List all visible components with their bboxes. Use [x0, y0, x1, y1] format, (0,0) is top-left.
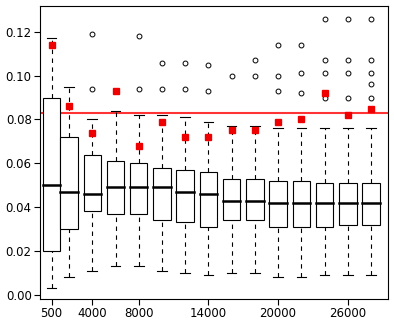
Bar: [293, 181, 310, 227]
Bar: [130, 163, 147, 214]
Bar: [223, 179, 240, 220]
Bar: [84, 155, 101, 212]
Bar: [246, 179, 264, 220]
Bar: [60, 137, 78, 229]
Bar: [362, 183, 380, 225]
Bar: [339, 183, 357, 225]
Bar: [153, 168, 171, 220]
Bar: [316, 183, 333, 227]
Bar: [107, 161, 124, 214]
Bar: [269, 181, 287, 227]
Bar: [200, 172, 217, 227]
Bar: [43, 97, 60, 251]
Bar: [177, 170, 194, 222]
